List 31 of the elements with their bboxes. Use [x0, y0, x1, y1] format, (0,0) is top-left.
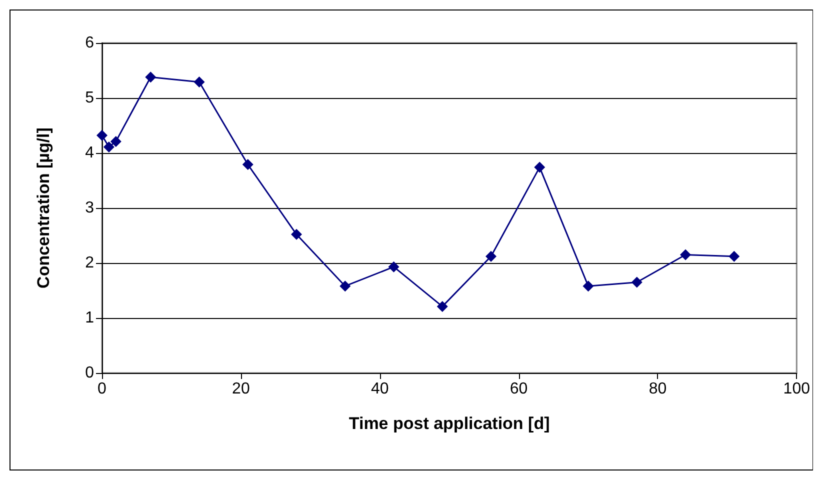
x-tick-label: 60 [510, 380, 528, 398]
point [103, 141, 114, 152]
point [340, 280, 351, 292]
point [145, 72, 156, 83]
y-tick-label: 2 [85, 254, 94, 272]
point [582, 280, 594, 292]
x-tick-label: 0 [98, 380, 107, 398]
y-tick-label: 0 [85, 364, 94, 382]
point [534, 162, 546, 173]
y-tick-label: 3 [85, 200, 94, 216]
point [388, 261, 400, 272]
point [680, 249, 692, 260]
point [110, 136, 122, 147]
point [631, 276, 642, 288]
y-tick-label: 4 [85, 144, 94, 162]
x-tick-label: 40 [370, 380, 389, 398]
point [194, 76, 205, 88]
x-axis-title: Time post application [d] [348, 414, 550, 433]
point [486, 250, 497, 262]
x-tick-label: 20 [232, 380, 250, 398]
y-tick-label: 6 [85, 34, 94, 52]
x-tick-label: 80 [648, 380, 667, 398]
x-tick-label: 100 [783, 380, 810, 398]
y-tick-label: 1 [85, 310, 94, 326]
point [242, 159, 254, 170]
point [436, 300, 448, 312]
point [728, 250, 740, 262]
point [291, 228, 302, 240]
y-axis-title: Concentration [µg/l] [34, 128, 53, 288]
y-tick-label: 5 [85, 90, 94, 106]
point [96, 130, 108, 141]
